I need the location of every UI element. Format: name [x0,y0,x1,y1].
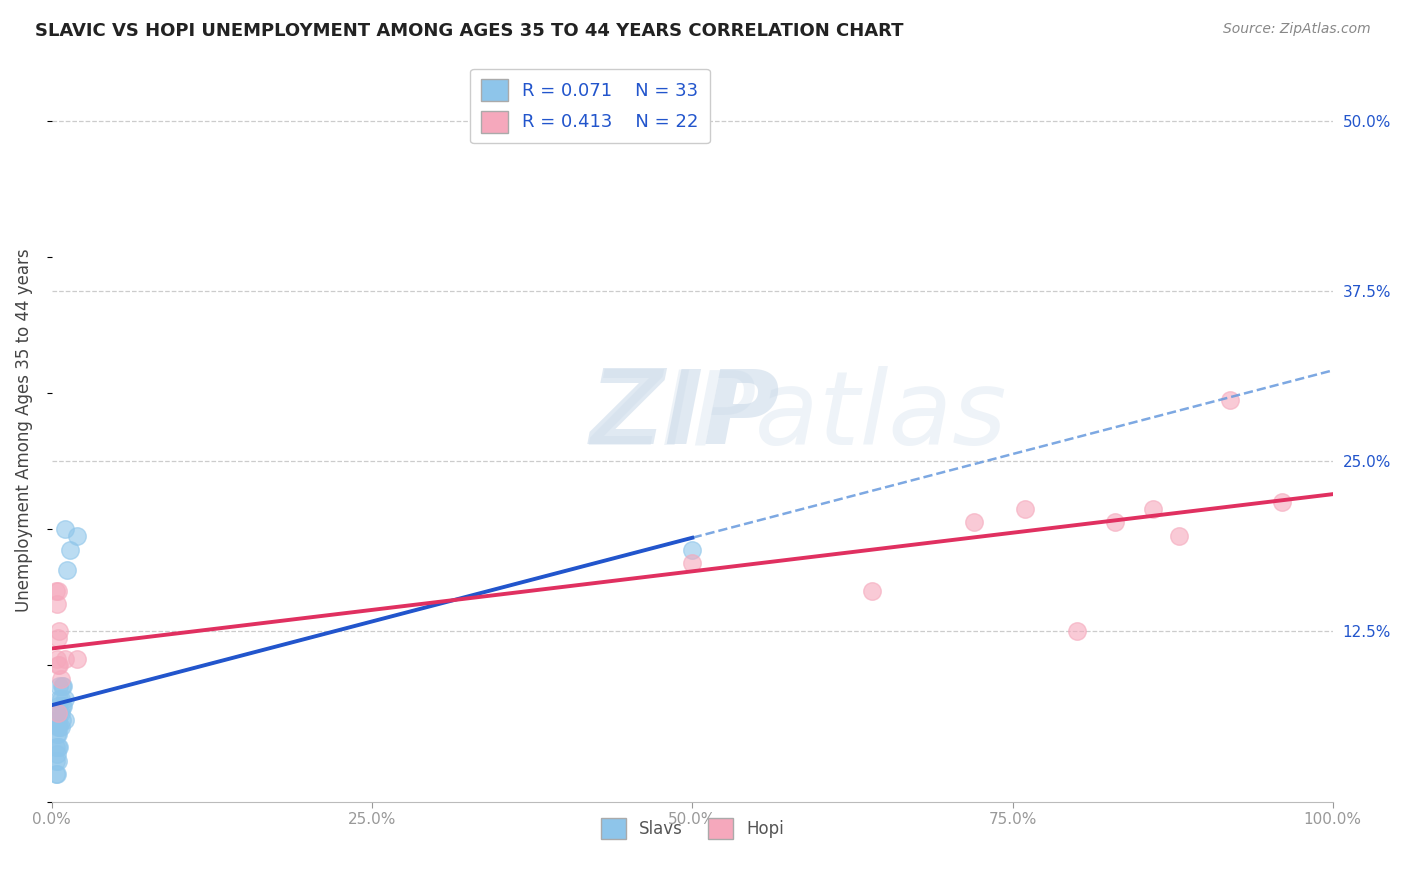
Point [46,706,69,720]
Point [45,767,67,781]
Point [681,542,703,557]
Point [46,583,69,598]
Point [53,651,76,665]
Y-axis label: Unemployment Among Ages 35 to 44 years: Unemployment Among Ages 35 to 44 years [15,249,32,613]
Point [45,754,67,768]
Point [45,583,67,598]
Point [45,713,67,727]
Text: ZIPatlas: ZIPatlas [589,366,1007,466]
Point [48,692,70,706]
Point [53,522,76,536]
Point [48,706,70,720]
Point [46,658,69,673]
Point [51,699,73,714]
Point [45,747,67,761]
Point [46,720,69,734]
Point [48,679,70,693]
Point [52,699,75,714]
Point [1104,516,1126,530]
Point [860,583,883,598]
Point [1219,392,1241,407]
Point [48,624,70,639]
Text: Source: ZipAtlas.com: Source: ZipAtlas.com [1223,22,1371,37]
Legend: Slavs, Hopi: Slavs, Hopi [593,812,790,846]
Point [51,713,73,727]
Point [45,740,67,755]
Point [48,658,70,673]
Text: ZIP: ZIP [589,365,780,467]
Point [46,699,69,714]
Point [46,726,69,740]
Point [49,706,72,720]
Point [52,679,75,693]
Text: SLAVIC VS HOPI UNEMPLOYMENT AMONG AGES 35 TO 44 YEARS CORRELATION CHART: SLAVIC VS HOPI UNEMPLOYMENT AMONG AGES 3… [35,22,904,40]
Point [59,542,82,557]
Point [45,651,67,665]
Point [48,720,70,734]
Point [45,767,67,781]
Point [45,597,67,611]
Point [963,516,986,530]
Point [1066,624,1088,639]
Point [66,529,89,543]
Point [1168,529,1191,543]
Point [49,692,72,706]
Point [48,740,70,755]
Point [53,692,76,706]
Point [45,726,67,740]
Point [681,557,703,571]
Point [46,631,69,645]
Point [1270,495,1292,509]
Point [1014,501,1036,516]
Point [66,651,89,665]
Point [56,563,79,577]
Point [53,713,76,727]
Point [46,754,69,768]
Point [49,672,72,686]
Point [51,679,73,693]
Point [1142,501,1164,516]
Point [46,713,69,727]
Point [49,720,72,734]
Point [46,740,69,755]
